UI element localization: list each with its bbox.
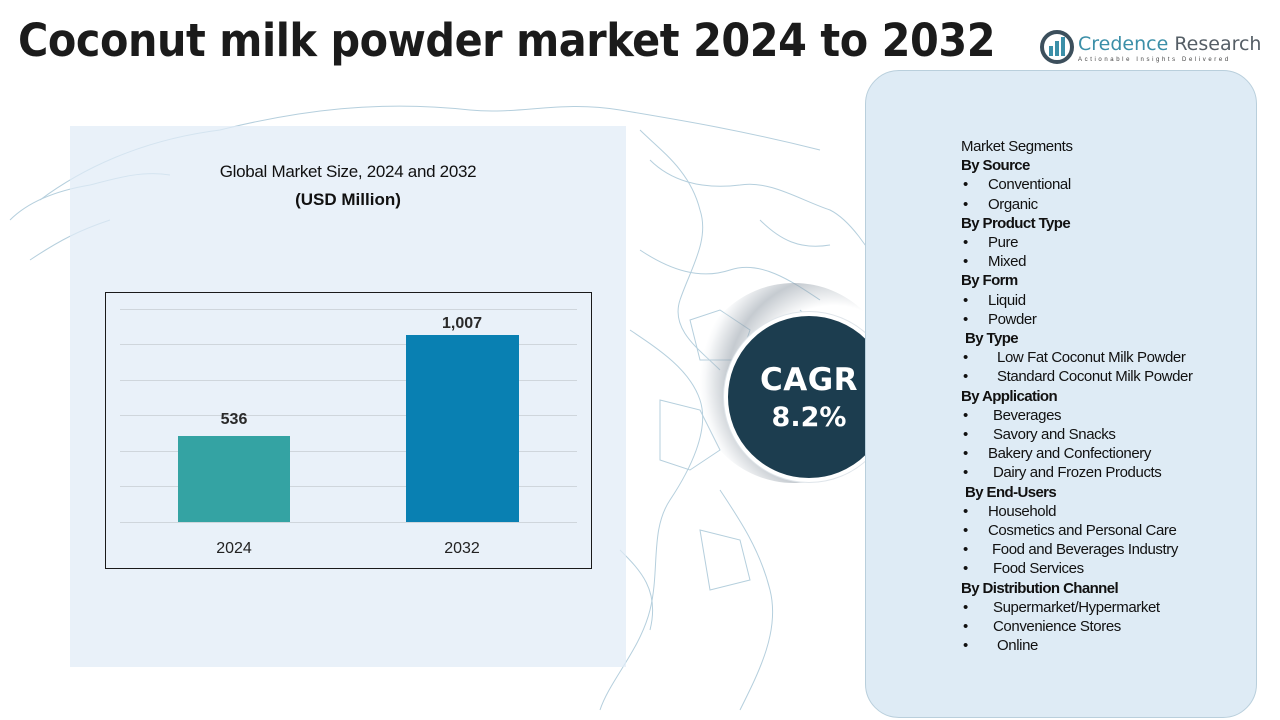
gridline-baseline [120, 522, 577, 523]
bar-2024 [178, 436, 290, 522]
segment-item: • Savory and Snacks [961, 425, 1261, 444]
segments-list: Market Segments By Source • Conventional … [961, 137, 1261, 655]
gridline [120, 309, 577, 310]
segment-item: • Pure [961, 233, 1261, 252]
chart-title: Global Market Size, 2024 and 2032 [219, 162, 477, 181]
bullet-icon: • [963, 195, 968, 213]
segment-item: • Food Services [961, 559, 1261, 578]
segments-heading: Market Segments [961, 138, 1073, 155]
bar-category-2024: 2024 [216, 540, 252, 557]
gridline [120, 451, 577, 452]
bullet-icon: • [963, 426, 968, 444]
segment-item: • Low Fat Coconut Milk Powder [961, 348, 1261, 367]
bullet-icon: • [963, 522, 968, 540]
gridline [120, 486, 577, 487]
segment-item-label: Online [997, 637, 1038, 655]
bullet-icon: • [963, 253, 968, 271]
bullet-icon: • [963, 349, 968, 367]
segment-item-label: Organic [988, 195, 1038, 213]
segment-item: • Household [961, 502, 1261, 521]
gridline [120, 344, 577, 345]
page-title: Coconut milk powder market 2024 to 2032 [18, 14, 996, 67]
segment-item-label: Mixed [988, 253, 1027, 271]
bullet-icon: • [963, 176, 968, 194]
bullet-icon: • [963, 310, 968, 328]
chart-unit: (USD Million) [295, 190, 401, 209]
segment-item-label: Cosmetics and Personal Care [988, 522, 1177, 540]
bullet-icon: • [963, 502, 968, 520]
segment-item: • Powder [961, 310, 1261, 329]
segment-item-label: Dairy and Frozen Products [993, 464, 1162, 482]
segment-item: • Liquid [961, 291, 1261, 310]
segment-item: • Cosmetics and Personal Care [961, 521, 1261, 540]
bar-chart: 536 2024 1,007 2032 [105, 292, 592, 569]
cagr-value: 8.2% [771, 402, 847, 433]
bullet-icon: • [963, 368, 968, 386]
bullet-icon: • [963, 541, 968, 559]
segment-item: • Beverages [961, 406, 1261, 425]
logo-name: Credence Research [1078, 33, 1261, 55]
segment-item-label: Supermarket/Hypermarket [993, 598, 1160, 616]
segment-item: • Standard Coconut Milk Powder [961, 367, 1261, 386]
segment-item-label: Conventional [988, 176, 1071, 194]
segment-item-label: Powder [988, 310, 1037, 328]
segment-group-title: By Form [961, 272, 1018, 290]
bullet-icon: • [963, 560, 968, 578]
segment-item: • Convenience Stores [961, 617, 1261, 636]
segment-item-label: Low Fat Coconut Milk Powder [997, 349, 1186, 367]
segment-group-title: By End-Users [965, 483, 1057, 501]
segment-item: • Mixed [961, 252, 1261, 271]
bar-category-2032: 2032 [444, 540, 480, 557]
segment-item: • Conventional [961, 175, 1261, 194]
gridline [120, 415, 577, 416]
market-size-chart-panel: Global Market Size, 2024 and 2032 (USD M… [70, 126, 626, 667]
segment-item-label: Bakery and Confectionery [988, 445, 1151, 463]
segment-item-label: Food and Beverages Industry [992, 541, 1178, 559]
bullet-icon: • [963, 464, 968, 482]
bullet-icon: • [963, 637, 968, 655]
bar-chart-globe-icon [1040, 30, 1074, 64]
bar-2032 [406, 335, 519, 522]
segment-item: • Food and Beverages Industry [961, 540, 1261, 559]
segment-item-label: Household [988, 502, 1057, 520]
cagr-label: CAGR [759, 362, 859, 398]
logo-name-part2: Research [1168, 33, 1262, 55]
logo-tagline: Actionable Insights Delivered [1078, 57, 1231, 63]
bar-value-2032: 1,007 [441, 315, 483, 332]
segment-item: • Dairy and Frozen Products [961, 463, 1261, 482]
segment-group-title: By Distribution Channel [961, 579, 1119, 597]
segment-item-label: Convenience Stores [993, 618, 1121, 636]
bullet-icon: • [963, 445, 968, 463]
segment-group-title: By Type [965, 330, 1019, 348]
segment-item: • Supermarket/Hypermarket [961, 598, 1261, 617]
logo-name-part1: Credence [1078, 33, 1169, 55]
segment-item-label: Liquid [988, 291, 1026, 309]
bullet-icon: • [963, 618, 968, 636]
gridline [120, 380, 577, 381]
segment-item: • Organic [961, 195, 1261, 214]
segment-item-label: Food Services [993, 560, 1084, 578]
bar-value-2024: 536 [220, 411, 248, 428]
credence-research-logo: Credence Research Actionable Insights De… [1040, 30, 1261, 70]
bullet-icon: • [963, 598, 968, 616]
segment-item-label: Pure [988, 234, 1019, 252]
bullet-icon: • [963, 406, 968, 424]
segment-item: • Online [961, 636, 1261, 655]
market-segments-panel: Market Segments By Source • Conventional … [865, 70, 1257, 718]
segment-item-label: Savory and Snacks [993, 426, 1116, 444]
bullet-icon: • [963, 291, 968, 309]
segment-item-label: Standard Coconut Milk Powder [997, 368, 1193, 386]
segment-item: • Bakery and Confectionery [961, 444, 1261, 463]
bullet-icon: • [963, 234, 968, 252]
segment-group-title: By Product Type [961, 214, 1071, 232]
segment-group-title: By Application [961, 387, 1058, 405]
segment-item-label: Beverages [993, 406, 1062, 424]
segment-group-title: By Source [961, 157, 1030, 175]
